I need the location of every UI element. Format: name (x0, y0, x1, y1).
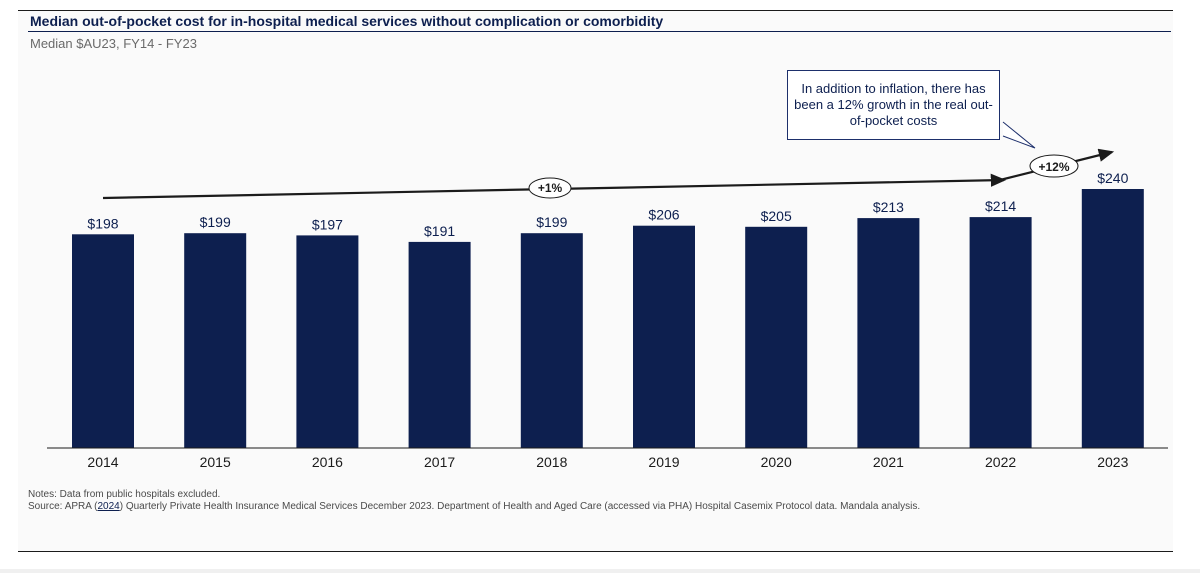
bar-2015 (184, 233, 247, 448)
data-label-2017: $191 (424, 223, 455, 239)
bar-2018 (520, 233, 583, 448)
data-label-2023: $240 (1097, 170, 1128, 186)
notes-line: Notes: Data from public hospitals exclud… (28, 489, 221, 500)
bottom-strip (0, 569, 1200, 573)
annotation-layer: +1% +12% (102, 121, 1115, 200)
data-label-2018: $199 (536, 214, 567, 230)
x-tick-2017: 2017 (424, 454, 455, 470)
chart-notes: Notes: Data from public hospitals exclud… (28, 489, 988, 513)
source-line: Source: APRA (2024) Quarterly Private He… (28, 501, 988, 513)
x-tick-2020: 2020 (761, 454, 792, 470)
bar-2016 (296, 235, 359, 448)
chart-title: Median out-of-pocket cost for in-hospita… (30, 13, 664, 29)
source-link[interactable]: 2024 (97, 501, 120, 512)
source-prefix: Source: APRA ( (28, 501, 98, 512)
data-label-2016: $197 (312, 216, 343, 232)
trend-2-label: +12% (1038, 160, 1069, 174)
data-label-2020: $205 (761, 208, 792, 224)
trend-1-label: +1% (538, 181, 563, 195)
chart-subtitle: Median $AU23, FY14 - FY23 (30, 36, 197, 51)
x-tick-2018: 2018 (536, 454, 567, 470)
callout-pointer (1002, 121, 1036, 149)
bar-2021 (857, 218, 920, 448)
x-tick-2023: 2023 (1097, 454, 1128, 470)
callout-box: In addition to inflation, there has been… (787, 70, 1000, 140)
data-label-2021: $213 (873, 199, 904, 215)
x-tick-2022: 2022 (985, 454, 1016, 470)
trend-2-badge (1029, 154, 1079, 178)
bar-2022 (969, 217, 1032, 448)
x-tick-2019: 2019 (648, 454, 679, 470)
x-tick-2021: 2021 (873, 454, 904, 470)
x-tick-2016: 2016 (312, 454, 343, 470)
bar-chart: $198 2014 $199 2015 $197 2016 $191 2017 $199 2018… (47, 121, 1168, 470)
bar-2023 (1081, 189, 1144, 448)
data-label-2022: $214 (985, 198, 1016, 214)
data-label-2019: $206 (648, 207, 679, 223)
x-tick-2014: 2014 (87, 454, 118, 470)
data-label-2014: $198 (87, 215, 118, 231)
x-tick-2015: 2015 (200, 454, 231, 470)
bars-layer: $198 2014 $199 2015 $197 2016 $191 2017 $199 2018… (72, 170, 1144, 470)
bar-2019 (633, 225, 695, 448)
bar-2014 (72, 234, 134, 448)
bar-2020 (745, 226, 808, 448)
data-label-2015: $199 (200, 214, 231, 230)
title-divider (28, 31, 1171, 32)
source-suffix: ) Quarterly Private Health Insurance Med… (119, 501, 921, 512)
bar-2017 (408, 241, 471, 448)
trend-1-badge (528, 177, 572, 199)
